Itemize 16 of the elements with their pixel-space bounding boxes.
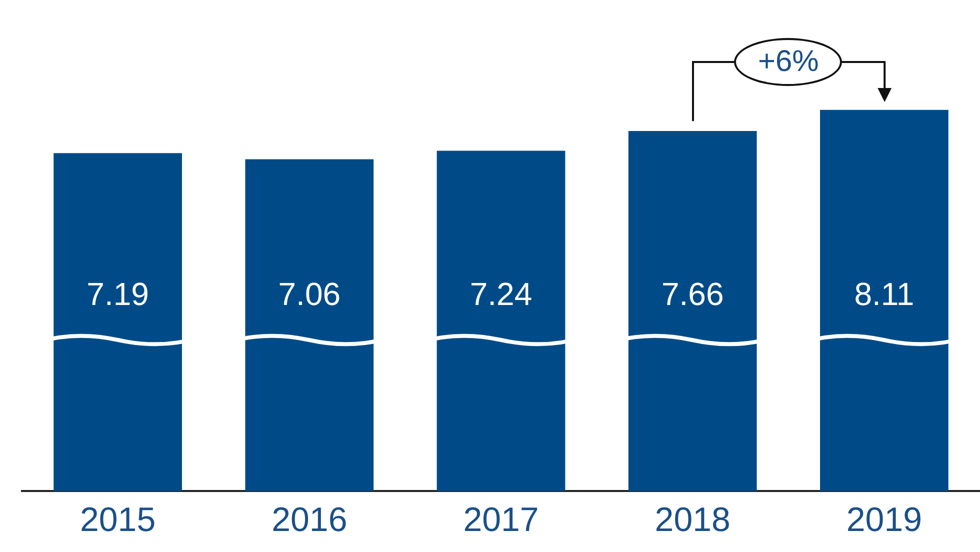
x-tick-label: 2015 xyxy=(80,500,156,539)
bar xyxy=(820,110,948,492)
x-tick-label: 2019 xyxy=(846,500,922,539)
data-label: 7.66 xyxy=(661,276,724,312)
x-tick-label: 2016 xyxy=(272,500,348,539)
data-label: 7.24 xyxy=(470,276,532,312)
bar xyxy=(436,150,566,492)
data-label: 7.19 xyxy=(86,276,149,312)
data-label: 8.11 xyxy=(854,276,914,312)
bar xyxy=(54,153,182,492)
text: +6% xyxy=(734,38,842,86)
x-tick-label: 2018 xyxy=(654,500,730,539)
data-label: 7.06 xyxy=(278,276,341,312)
bar xyxy=(628,131,757,492)
bar xyxy=(245,159,374,492)
x-tick-label: 2017 xyxy=(463,500,539,539)
